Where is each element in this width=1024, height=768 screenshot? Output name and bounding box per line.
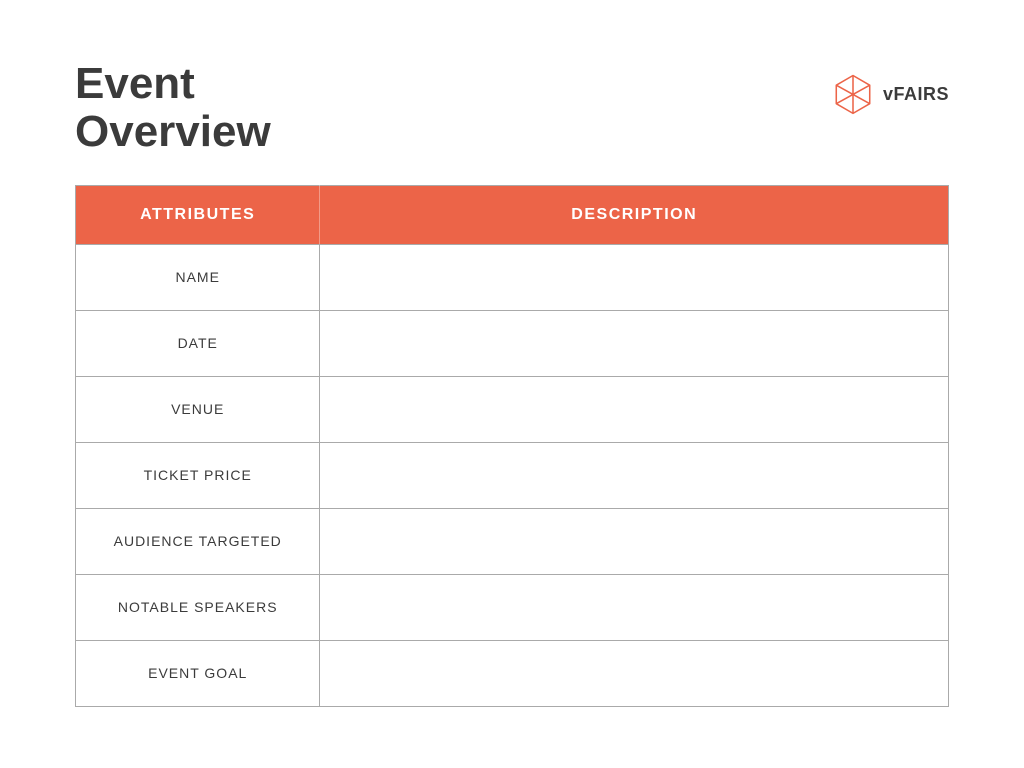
table-row: NAME: [76, 244, 949, 310]
attribute-cell: EVENT GOAL: [76, 640, 320, 706]
attribute-cell: NAME: [76, 244, 320, 310]
attribute-cell: NOTABLE SPEAKERS: [76, 574, 320, 640]
page-title: Event Overview: [75, 60, 271, 157]
hexagon-cube-icon: [831, 72, 875, 116]
attribute-cell: AUDIENCE TARGETED: [76, 508, 320, 574]
page-header: Event Overview vFAIRS: [0, 0, 1024, 157]
table-row: EVENT GOAL: [76, 640, 949, 706]
table-row: AUDIENCE TARGETED: [76, 508, 949, 574]
attribute-cell: VENUE: [76, 376, 320, 442]
table-header-row: ATTRIBUTES DESCRIPTION: [76, 185, 949, 244]
column-header-description: DESCRIPTION: [320, 185, 949, 244]
table-body: NAME DATE VENUE TICKET PRICE AUDIENCE TA…: [76, 244, 949, 706]
title-line-1: Event: [75, 59, 195, 108]
description-cell: [320, 376, 949, 442]
logo-text: vFAIRS: [883, 84, 949, 105]
title-line-2: Overview: [75, 107, 271, 156]
description-cell: [320, 508, 949, 574]
description-cell: [320, 574, 949, 640]
brand-logo: vFAIRS: [831, 60, 949, 116]
column-header-attributes: ATTRIBUTES: [76, 185, 320, 244]
description-cell: [320, 442, 949, 508]
attribute-cell: DATE: [76, 310, 320, 376]
event-table-container: ATTRIBUTES DESCRIPTION NAME DATE VENUE T…: [0, 157, 1024, 707]
table-row: DATE: [76, 310, 949, 376]
event-overview-table: ATTRIBUTES DESCRIPTION NAME DATE VENUE T…: [75, 185, 949, 707]
table-row: VENUE: [76, 376, 949, 442]
table-row: NOTABLE SPEAKERS: [76, 574, 949, 640]
description-cell: [320, 640, 949, 706]
description-cell: [320, 310, 949, 376]
description-cell: [320, 244, 949, 310]
table-row: TICKET PRICE: [76, 442, 949, 508]
attribute-cell: TICKET PRICE: [76, 442, 320, 508]
